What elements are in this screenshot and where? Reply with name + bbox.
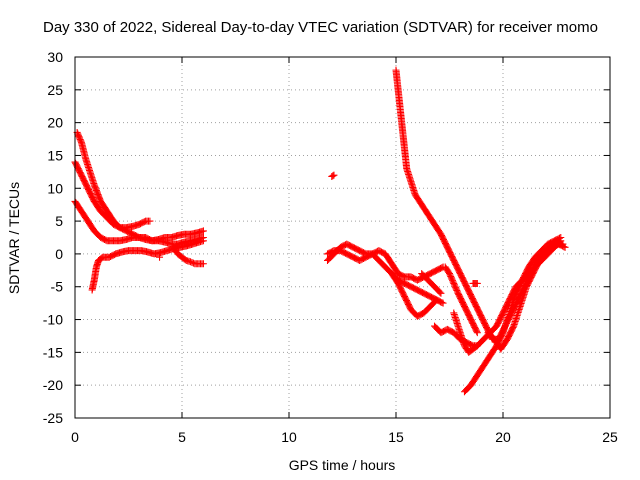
chart-title: Day 330 of 2022, Sidereal Day-to-day VTE…	[43, 19, 598, 36]
data-points	[71, 66, 569, 396]
data-point	[199, 237, 207, 245]
y-tick-label: 30	[47, 49, 63, 65]
x-tick-label: 25	[602, 429, 618, 445]
data-point	[473, 279, 481, 287]
data-point	[329, 172, 337, 180]
data-point	[555, 234, 563, 242]
data-point	[199, 227, 207, 235]
x-axis-label: GPS time / hours	[289, 457, 396, 473]
data-point	[199, 260, 207, 268]
x-tick-label: 5	[178, 429, 186, 445]
y-tick-label: 0	[55, 246, 63, 262]
data-point	[436, 288, 444, 296]
y-tick-label: -10	[43, 312, 63, 328]
y-tick-label: 15	[47, 147, 63, 163]
series-s4	[88, 237, 207, 294]
data-point	[560, 243, 568, 251]
series-s14	[460, 234, 565, 396]
series-s12	[441, 263, 481, 337]
series-s11	[392, 66, 567, 343]
axis-ticks: 0 5 10 15 20 25 -25 -20 -15 -10 -5 0 5 10 15 20 25 30	[43, 49, 618, 445]
series-s5	[169, 243, 207, 268]
series-s6	[156, 253, 164, 261]
x-tick-label: 0	[71, 429, 79, 445]
y-tick-label: 10	[47, 180, 63, 196]
data-point	[473, 342, 481, 350]
series-s17	[484, 240, 569, 353]
series-s7	[328, 171, 338, 180]
series-s10	[388, 270, 441, 320]
series-s16	[418, 270, 445, 297]
x-tick-label: 10	[281, 429, 297, 445]
data-point	[433, 296, 441, 304]
y-tick-label: -5	[51, 279, 64, 295]
data-point	[146, 217, 154, 225]
grid-lines	[75, 57, 610, 418]
y-tick-label: 25	[47, 82, 63, 98]
data-point	[77, 137, 85, 145]
series-s18	[469, 279, 481, 287]
plot-frame	[74, 56, 611, 419]
data-point	[439, 299, 447, 307]
series-s15	[431, 322, 481, 350]
y-tick-label: -15	[43, 344, 63, 360]
data-point	[438, 298, 446, 306]
data-point	[473, 329, 481, 337]
series-s9	[324, 247, 447, 307]
series-s2	[71, 158, 154, 232]
data-point	[557, 234, 565, 241]
x-tick-label: 15	[388, 429, 404, 445]
y-tick-label: -25	[43, 410, 63, 426]
data-point	[330, 171, 338, 179]
data-point	[432, 297, 440, 305]
y-tick-label: 20	[47, 115, 63, 131]
data-point	[561, 243, 569, 251]
data-point	[473, 327, 481, 335]
y-tick-label: 5	[55, 213, 63, 229]
y-axis-label: SDTVAR / TECUs	[6, 182, 22, 294]
y-tick-label: -20	[43, 377, 63, 393]
data-point	[438, 264, 446, 272]
data-point	[437, 289, 445, 297]
x-tick-label: 20	[495, 429, 511, 445]
data-point	[156, 253, 164, 261]
series-s3	[71, 197, 207, 245]
